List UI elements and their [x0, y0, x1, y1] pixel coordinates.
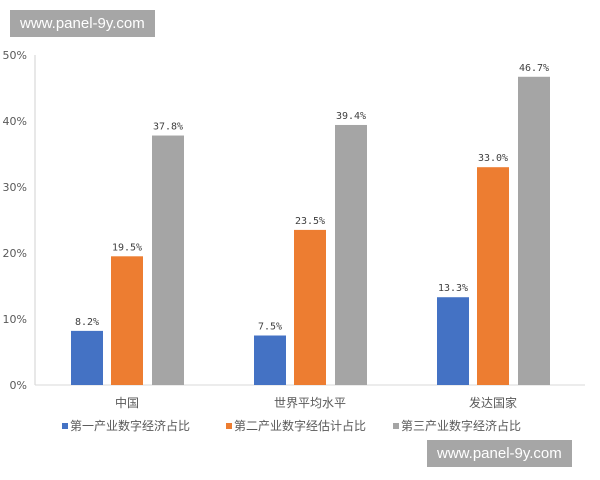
data-label: 7.5%	[258, 322, 282, 333]
watermark-bottom: www.panel-9y.com	[427, 440, 572, 467]
bar	[111, 256, 143, 385]
y-tick-label: 40%	[3, 115, 27, 128]
x-tick-label: 世界平均水平	[274, 396, 346, 410]
bar	[477, 167, 509, 385]
data-label: 8.2%	[75, 317, 99, 328]
bar	[335, 124, 367, 386]
bar	[254, 335, 286, 385]
y-tick-label: 30%	[3, 181, 27, 194]
watermark-top: www.panel-9y.com	[10, 10, 155, 37]
legend-label: 第二产业数字经估计占比	[234, 418, 366, 433]
y-tick-label: 0%	[10, 379, 27, 392]
data-label: 39.4%	[336, 111, 366, 122]
legend-swatch	[393, 423, 399, 429]
x-tick-label: 发达国家	[469, 395, 517, 410]
legend-label: 第一产业数字经济占比	[70, 418, 190, 433]
bar	[518, 76, 550, 385]
data-label: 13.3%	[438, 283, 468, 294]
bar	[437, 297, 469, 385]
bar	[152, 135, 184, 385]
data-label: 19.5%	[112, 242, 142, 253]
legend-swatch	[62, 423, 68, 429]
data-label: 37.8%	[153, 122, 183, 133]
bar	[294, 229, 326, 385]
bar	[71, 330, 103, 385]
legend-label: 第三产业数字经济占比	[401, 418, 521, 433]
y-tick-label: 10%	[3, 313, 27, 326]
y-tick-label: 20%	[3, 247, 27, 260]
legend-swatch	[226, 423, 232, 429]
data-label: 46.7%	[519, 63, 549, 74]
x-tick-label: 中国	[115, 395, 139, 410]
data-label: 23.5%	[295, 216, 325, 227]
y-tick-label: 50%	[3, 49, 27, 62]
data-label: 33.0%	[478, 153, 508, 164]
